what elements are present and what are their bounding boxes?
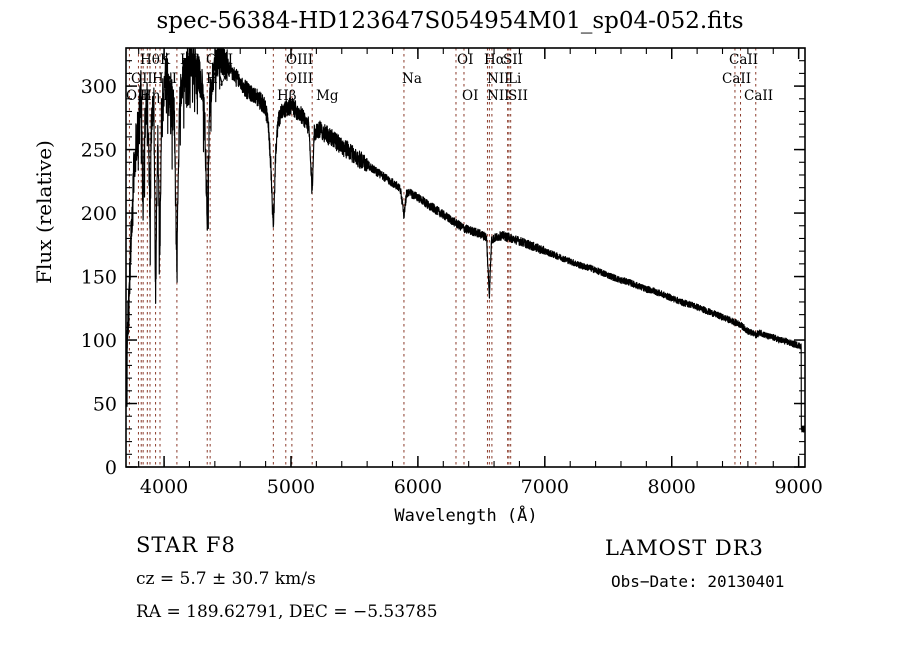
spectral-line-label: Hβ [277, 88, 297, 104]
x-tick-label: 9000 [774, 476, 822, 498]
x-tick-label: 4000 [140, 476, 188, 498]
x-tick-label: 6000 [394, 476, 442, 498]
spectral-line-label: CaII [722, 71, 751, 87]
spectral-line-label: OII [131, 71, 153, 87]
coordinates-text: RA = 189.62791, DEC = −5.53785 [136, 602, 438, 622]
spectral-line-label: OIII [286, 71, 313, 87]
redshift-text: cz = 5.7 ± 30.7 km/s [136, 569, 316, 589]
spectral-line-label: OI [457, 52, 473, 68]
y-tick-label: 200 [81, 203, 117, 225]
spectral-line-label: Hα [484, 52, 505, 68]
survey-text: LAMOST DR3 [605, 536, 764, 560]
y-tick-label: 0 [105, 457, 117, 479]
spectral-line-label: Na [402, 71, 422, 87]
y-tick-label: 300 [81, 76, 117, 98]
page-title: spec-56384-HD123647S054954M01_sp04-052.f… [156, 8, 744, 34]
spectral-line-label: CaII [729, 52, 758, 68]
chart-layers: 4000 5000 6000 7000 8000 9000 0 50 100 150 200 250 3… [81, 47, 823, 498]
spectral-line-label: HeI [152, 71, 177, 87]
spectral-line-label: SII [503, 52, 523, 68]
spectral-line-label: SII [508, 88, 528, 104]
y-tick-label: 50 [93, 394, 117, 416]
spectral-line-label: H [163, 88, 175, 104]
spectral-line-label: Mg [316, 88, 339, 104]
x-tick-label: 8000 [648, 476, 696, 498]
spectral-line-label: Hθ [140, 52, 160, 68]
spectral-line-label: Hγ [206, 71, 226, 87]
spectral-line-label: K [160, 52, 171, 68]
obs-date-text: Obs−Date: 20130401 [611, 572, 785, 591]
spectral-line-label: OIII [286, 52, 313, 68]
plot-frame [125, 47, 806, 468]
spectral-line-markers [128, 48, 757, 467]
x-axis-title: Wavelength (Å) [394, 506, 538, 526]
spectral-line-label: OIII [206, 52, 233, 68]
spectral-line-label: OI [462, 88, 478, 104]
x-tick-label: 5000 [267, 476, 315, 498]
spectral-line-label: NII [487, 71, 509, 87]
spectrum-trace [126, 48, 805, 433]
x-tick-label: 7000 [521, 476, 569, 498]
spectral-line-label: OII [126, 88, 148, 104]
object-class-text: STAR F8 [136, 533, 236, 557]
spectral-line-label: Hδ [180, 52, 200, 68]
y-tick-label: 100 [81, 330, 117, 352]
spectral-line-label: Li [508, 71, 522, 87]
spectral-line-label: Hη [140, 88, 160, 104]
y-tick-label: 150 [81, 267, 117, 289]
y-tick-label: 250 [81, 140, 117, 162]
spectral-line-label: NII [487, 88, 509, 104]
spectral-line-label: CaII [744, 88, 773, 104]
